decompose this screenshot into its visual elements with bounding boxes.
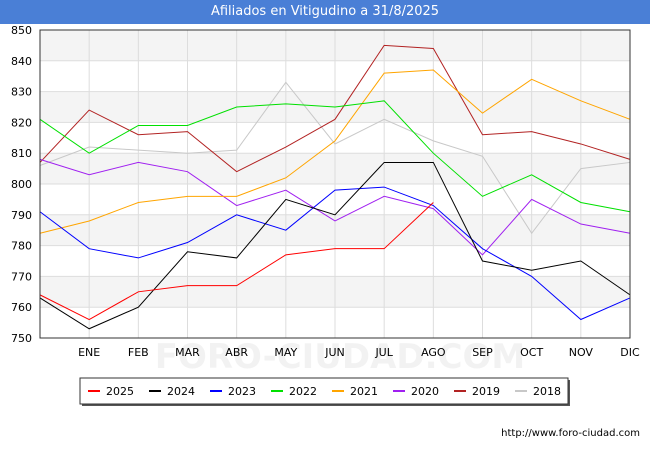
y-tick-label: 790 <box>11 209 32 222</box>
x-tick-label: ENE <box>78 346 100 359</box>
source-credit: http://www.foro-ciudad.com <box>501 428 640 439</box>
x-tick-label: JUN <box>324 346 345 359</box>
series-line-2021 <box>39 69 631 234</box>
y-tick-labels: 750 760 770 780 790 800 810 820 830 840 850 <box>11 24 32 345</box>
series-line-2022 <box>39 100 631 213</box>
x-tick-label: SEP <box>472 346 493 359</box>
series-lines <box>39 44 631 330</box>
y-tick-label: 760 <box>11 301 32 314</box>
legend-label: 2018 <box>533 385 561 398</box>
x-tick-labels: ENE FEB MAR ABR MAY JUN JUL AGO SEP OCT NOV DIC <box>78 346 640 359</box>
y-tick-label: 830 <box>11 86 32 99</box>
y-tick-label: 850 <box>11 24 32 37</box>
series-line-2023 <box>39 186 631 321</box>
series-line-2025 <box>39 202 434 321</box>
y-tick-label: 800 <box>11 178 32 191</box>
x-tick-label: OCT <box>520 346 543 359</box>
y-tick-label: 840 <box>11 55 32 68</box>
x-tick-label: NOV <box>569 346 594 359</box>
y-tick-label: 780 <box>11 240 32 253</box>
x-tick-label: FEB <box>128 346 149 359</box>
chart-title: Afiliados en Vitigudino a 31/8/2025 <box>0 0 650 24</box>
x-tick-label: MAR <box>175 346 200 359</box>
x-tick-label: ABR <box>225 346 248 359</box>
legend-label: 2019 <box>472 385 500 398</box>
y-tick-label: 820 <box>11 116 32 129</box>
x-tick-label: JUL <box>374 346 393 359</box>
axes <box>39 29 631 339</box>
y-tick-label: 810 <box>11 147 32 160</box>
series-line-2024 <box>39 161 631 330</box>
legend-label: 2021 <box>350 385 378 398</box>
series-line-2020 <box>39 158 631 256</box>
legend-label: 2023 <box>228 385 256 398</box>
x-tick-label: DIC <box>620 346 640 359</box>
legend-box <box>79 377 569 405</box>
legend-label: 2020 <box>411 385 439 398</box>
legend-label: 2025 <box>106 385 134 398</box>
plot-frame <box>39 29 631 339</box>
series-line-2019 <box>39 44 631 173</box>
legend-label: 2022 <box>289 385 317 398</box>
series-line-2018 <box>39 81 631 235</box>
y-tick-label: 750 <box>11 332 32 345</box>
watermark: FORO-CIUDAD.COM <box>155 337 526 377</box>
legend-label: 2024 <box>167 385 195 398</box>
legend: 2025 2024 2023 2022 2021 2020 2019 2018 <box>79 377 570 406</box>
y-tick-label: 770 <box>11 270 32 283</box>
x-tick-label: AGO <box>421 346 446 359</box>
x-tick-label: MAY <box>274 346 297 359</box>
